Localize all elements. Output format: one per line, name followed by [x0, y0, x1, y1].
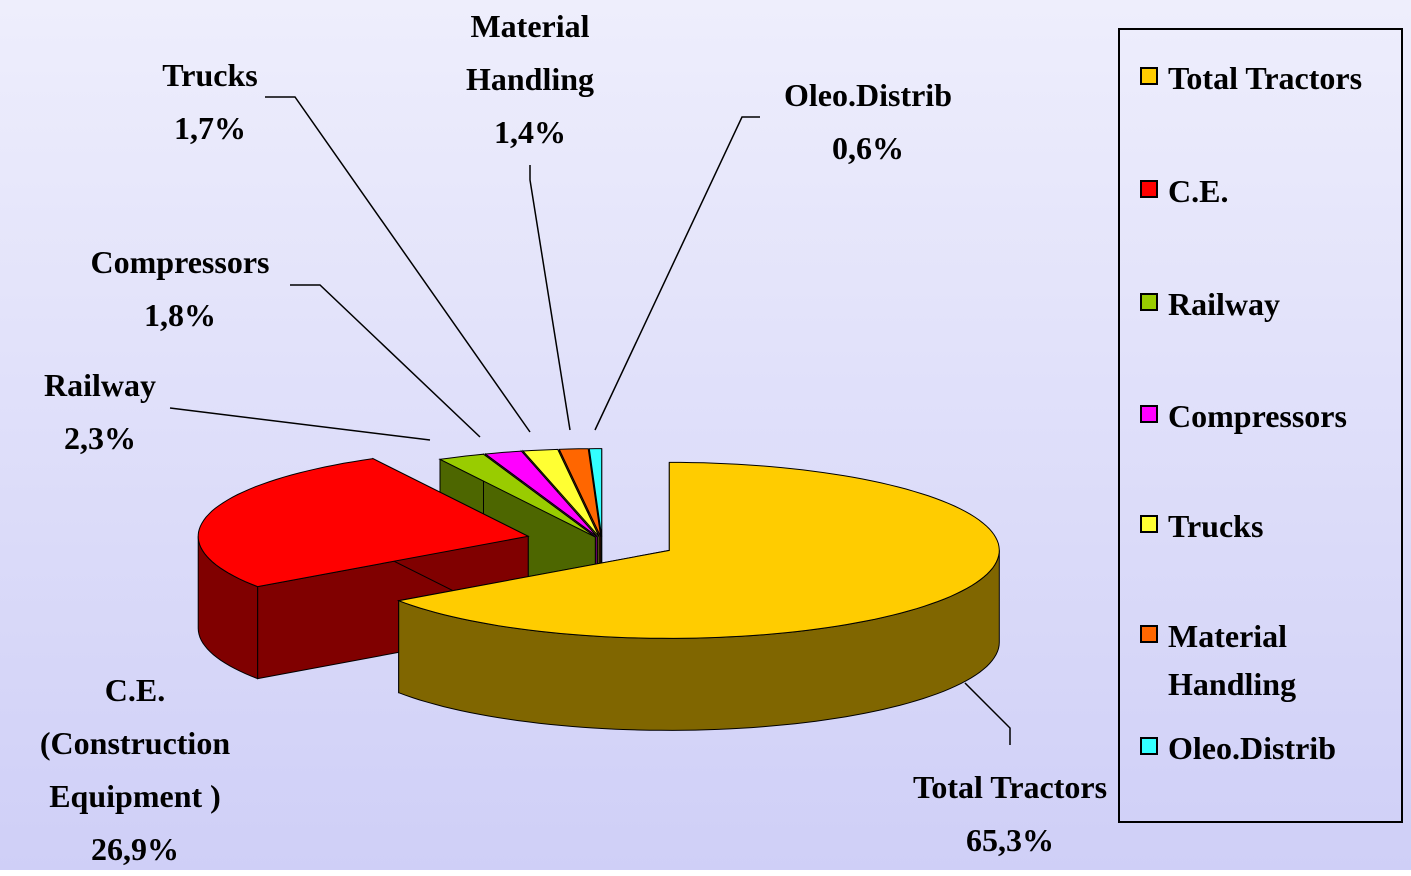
slice-name: Oleo.Distrib: [784, 77, 952, 113]
legend-label: Railway: [1168, 286, 1280, 322]
slice-value: 26,9%: [91, 831, 179, 867]
slice-label: Compressors 1,8%: [50, 236, 310, 342]
legend-swatch: [1140, 737, 1158, 755]
slice-value: 65,3%: [966, 822, 1054, 858]
slice: [396, 461, 1000, 639]
legend-swatch: [1140, 293, 1158, 311]
leader-line: [964, 682, 1011, 745]
leader-line: [169, 407, 431, 441]
slice: [521, 448, 600, 538]
legend-label: C.E.: [1168, 173, 1229, 209]
slice-value: 2,3%: [64, 420, 136, 456]
slice-label: Oleo.Distrib 0,6%: [753, 69, 983, 175]
leader-line: [594, 116, 760, 431]
slice-label: Total Tractors 65,3%: [860, 761, 1160, 867]
slice-name: Railway: [44, 367, 156, 403]
legend-label: Oleo.Distrib: [1168, 730, 1336, 766]
slice-value: 1,8%: [144, 297, 216, 333]
slice-label: Material Handling 1,4%: [440, 0, 620, 159]
slice: [588, 448, 603, 537]
legend-swatch: [1140, 405, 1158, 423]
legend-label: Material Handling: [1168, 618, 1297, 702]
slice-label: Trucks 1,7%: [110, 49, 310, 155]
slice: [438, 453, 596, 538]
slice-name: Trucks: [162, 57, 258, 93]
slice-value: 1,4%: [494, 114, 566, 150]
slice-value: 1,7%: [174, 110, 246, 146]
legend-label: Total Tractors: [1168, 60, 1363, 96]
slice-name: C.E. (Construction Equipment ): [39, 672, 231, 814]
slice-value: 0,6%: [832, 130, 904, 166]
slice: [484, 450, 598, 538]
legend: Total Tractors C.E. Railway Compressors Truc…: [1118, 28, 1403, 823]
legend-swatch: [1140, 625, 1158, 643]
legend-label: Compressors: [1168, 398, 1347, 434]
slice-name: Total Tractors: [912, 769, 1108, 805]
leader-line: [529, 165, 571, 431]
leader-line: [290, 284, 481, 438]
legend-swatch: [1140, 515, 1158, 533]
legend-label: Trucks: [1168, 508, 1264, 544]
slice-label: Railway 2,3%: [0, 359, 200, 465]
slice-name: Compressors: [90, 244, 270, 280]
slice-label: C.E. (Construction Equipment ) 26,9%: [20, 664, 250, 876]
slice: [558, 448, 602, 537]
leader-line: [265, 96, 531, 433]
legend-swatch: [1140, 180, 1158, 198]
legend-swatch: [1140, 67, 1158, 85]
slice: [197, 458, 530, 588]
slice-name: Material Handling: [465, 8, 595, 97]
